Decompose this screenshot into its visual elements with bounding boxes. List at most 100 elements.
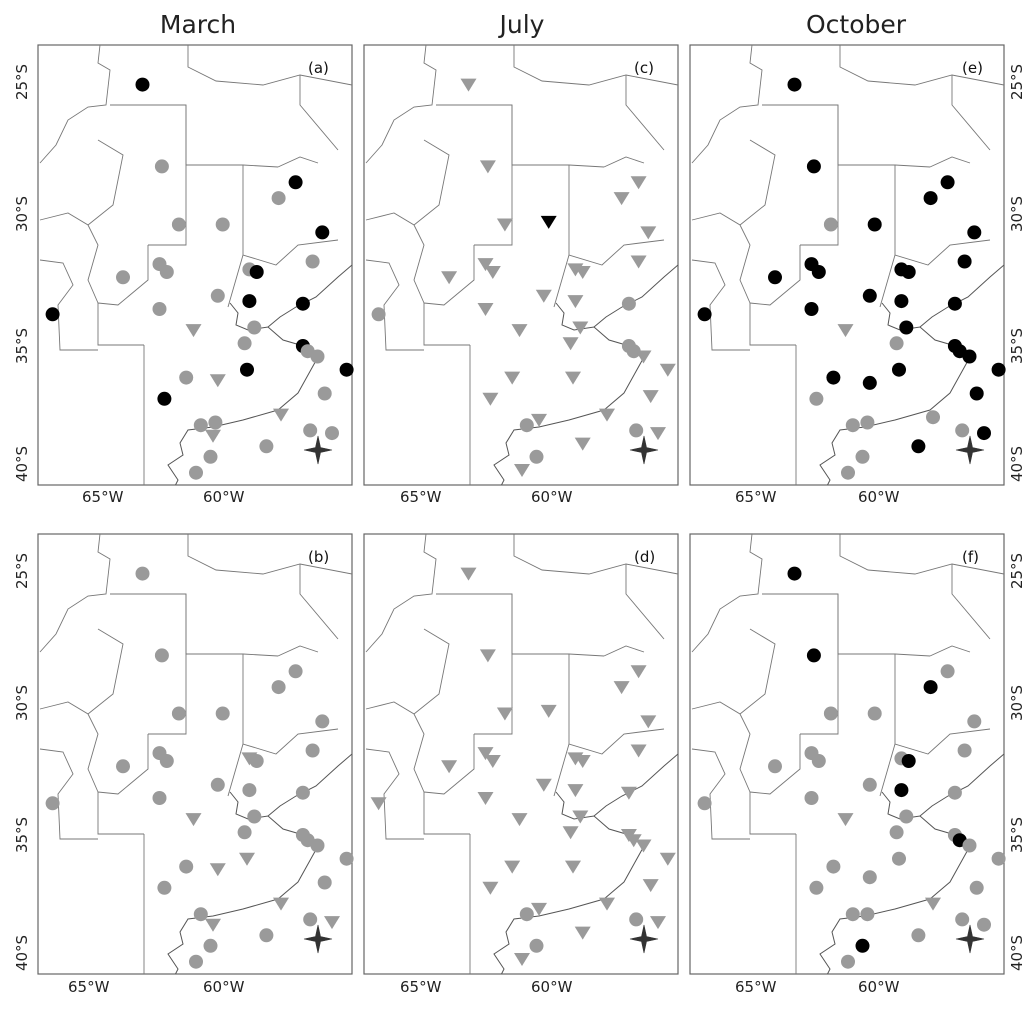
station-circle-significant — [862, 375, 877, 390]
station-triangle — [659, 852, 676, 866]
basemap — [691, 534, 1004, 974]
station-circle — [157, 880, 172, 895]
station-circle — [955, 912, 970, 927]
station-triangle — [837, 324, 854, 338]
station-circle-significant — [894, 294, 909, 309]
station-circle — [991, 851, 1006, 866]
station-circle — [193, 418, 208, 433]
station-triangle — [477, 792, 494, 805]
province-border — [242, 654, 339, 755]
province-border — [365, 701, 425, 793]
map-panel-f: (f) — [689, 533, 1006, 975]
province-border — [365, 748, 424, 840]
lon-label-60w-c: 60°W — [531, 488, 573, 506]
province-border — [568, 654, 665, 755]
panel-label: (a) — [308, 59, 329, 77]
station-circle — [154, 648, 169, 663]
province-border — [299, 564, 339, 640]
station-circle-significant — [826, 370, 841, 385]
province-border — [110, 104, 187, 246]
station-circle — [317, 875, 332, 890]
station-triangle — [273, 408, 289, 422]
basemap — [365, 45, 678, 485]
station-triangle — [650, 427, 666, 441]
station-circle-significant — [947, 296, 962, 311]
station-circle-significant — [135, 77, 150, 92]
province-border — [951, 564, 991, 640]
panel-frame — [37, 533, 353, 975]
station-circle — [957, 743, 972, 758]
station-triangle — [599, 897, 615, 911]
station-triangle — [504, 371, 521, 385]
province-border — [185, 105, 279, 168]
station-circle-significant — [855, 938, 870, 953]
map-panel-e: (e) — [689, 44, 1006, 486]
lon-label-60w-a: 60°W — [203, 488, 245, 506]
station-circle-significant — [811, 265, 826, 279]
province-border — [227, 743, 244, 797]
station-circle — [529, 938, 544, 953]
north-arrow-icon — [629, 924, 659, 954]
province-border — [513, 534, 678, 575]
station-circle — [697, 796, 712, 811]
province-border — [749, 792, 796, 835]
station-circle — [305, 254, 320, 269]
station-circle — [947, 785, 962, 800]
north-arrow-icon — [303, 924, 333, 954]
province-border — [691, 45, 763, 164]
station-circle-significant — [911, 439, 926, 454]
basemap — [365, 534, 678, 974]
station-triangle — [185, 813, 202, 827]
station-circle — [303, 423, 318, 438]
lat-label-35s-b: 35°S — [13, 817, 31, 853]
station-triangle — [613, 192, 630, 206]
province-border — [365, 534, 437, 653]
lat-label-40s-b: 40°S — [13, 935, 31, 971]
station-circle — [826, 859, 841, 874]
station-circle — [203, 938, 218, 953]
station-circle — [899, 809, 914, 824]
station-triangle — [514, 953, 530, 966]
station-circle — [926, 410, 940, 425]
lon-label-65w-e: 65°W — [735, 488, 777, 506]
station-circle — [955, 423, 970, 438]
panel-label: (d) — [634, 548, 655, 566]
station-triangle — [514, 464, 530, 477]
lat-label-30s-f: 30°S — [1008, 685, 1026, 721]
province-border — [762, 593, 839, 735]
station-circle-significant — [804, 302, 819, 316]
province-border — [436, 593, 513, 735]
province-border — [691, 212, 751, 304]
province-border — [839, 534, 1004, 575]
province-border — [739, 628, 776, 715]
province-border — [625, 75, 665, 151]
station-triangle — [630, 744, 647, 758]
station-triangle — [642, 879, 659, 893]
province-border — [837, 594, 931, 657]
province-border — [739, 139, 776, 226]
station-triangle — [567, 784, 584, 798]
province-border — [511, 105, 605, 168]
panel-label: (b) — [308, 548, 329, 566]
province-border — [749, 303, 796, 346]
province-border — [110, 593, 187, 735]
province-border — [87, 139, 124, 226]
province-border — [837, 105, 931, 168]
station-circle — [45, 796, 60, 811]
station-circle — [305, 743, 320, 758]
province-border — [365, 212, 425, 304]
station-circle — [179, 370, 194, 385]
province-border — [553, 743, 570, 797]
station-circle — [288, 664, 303, 679]
station-circle — [259, 439, 274, 454]
station-triangle — [625, 834, 642, 848]
station-circle — [889, 336, 904, 351]
station-circle — [809, 880, 824, 895]
station-triangle — [531, 413, 547, 427]
station-markers — [45, 77, 354, 480]
province-border — [242, 165, 339, 266]
station-circle — [940, 664, 955, 679]
province-border — [929, 645, 971, 657]
station-circle-significant — [315, 225, 330, 240]
station-circle — [841, 954, 855, 969]
